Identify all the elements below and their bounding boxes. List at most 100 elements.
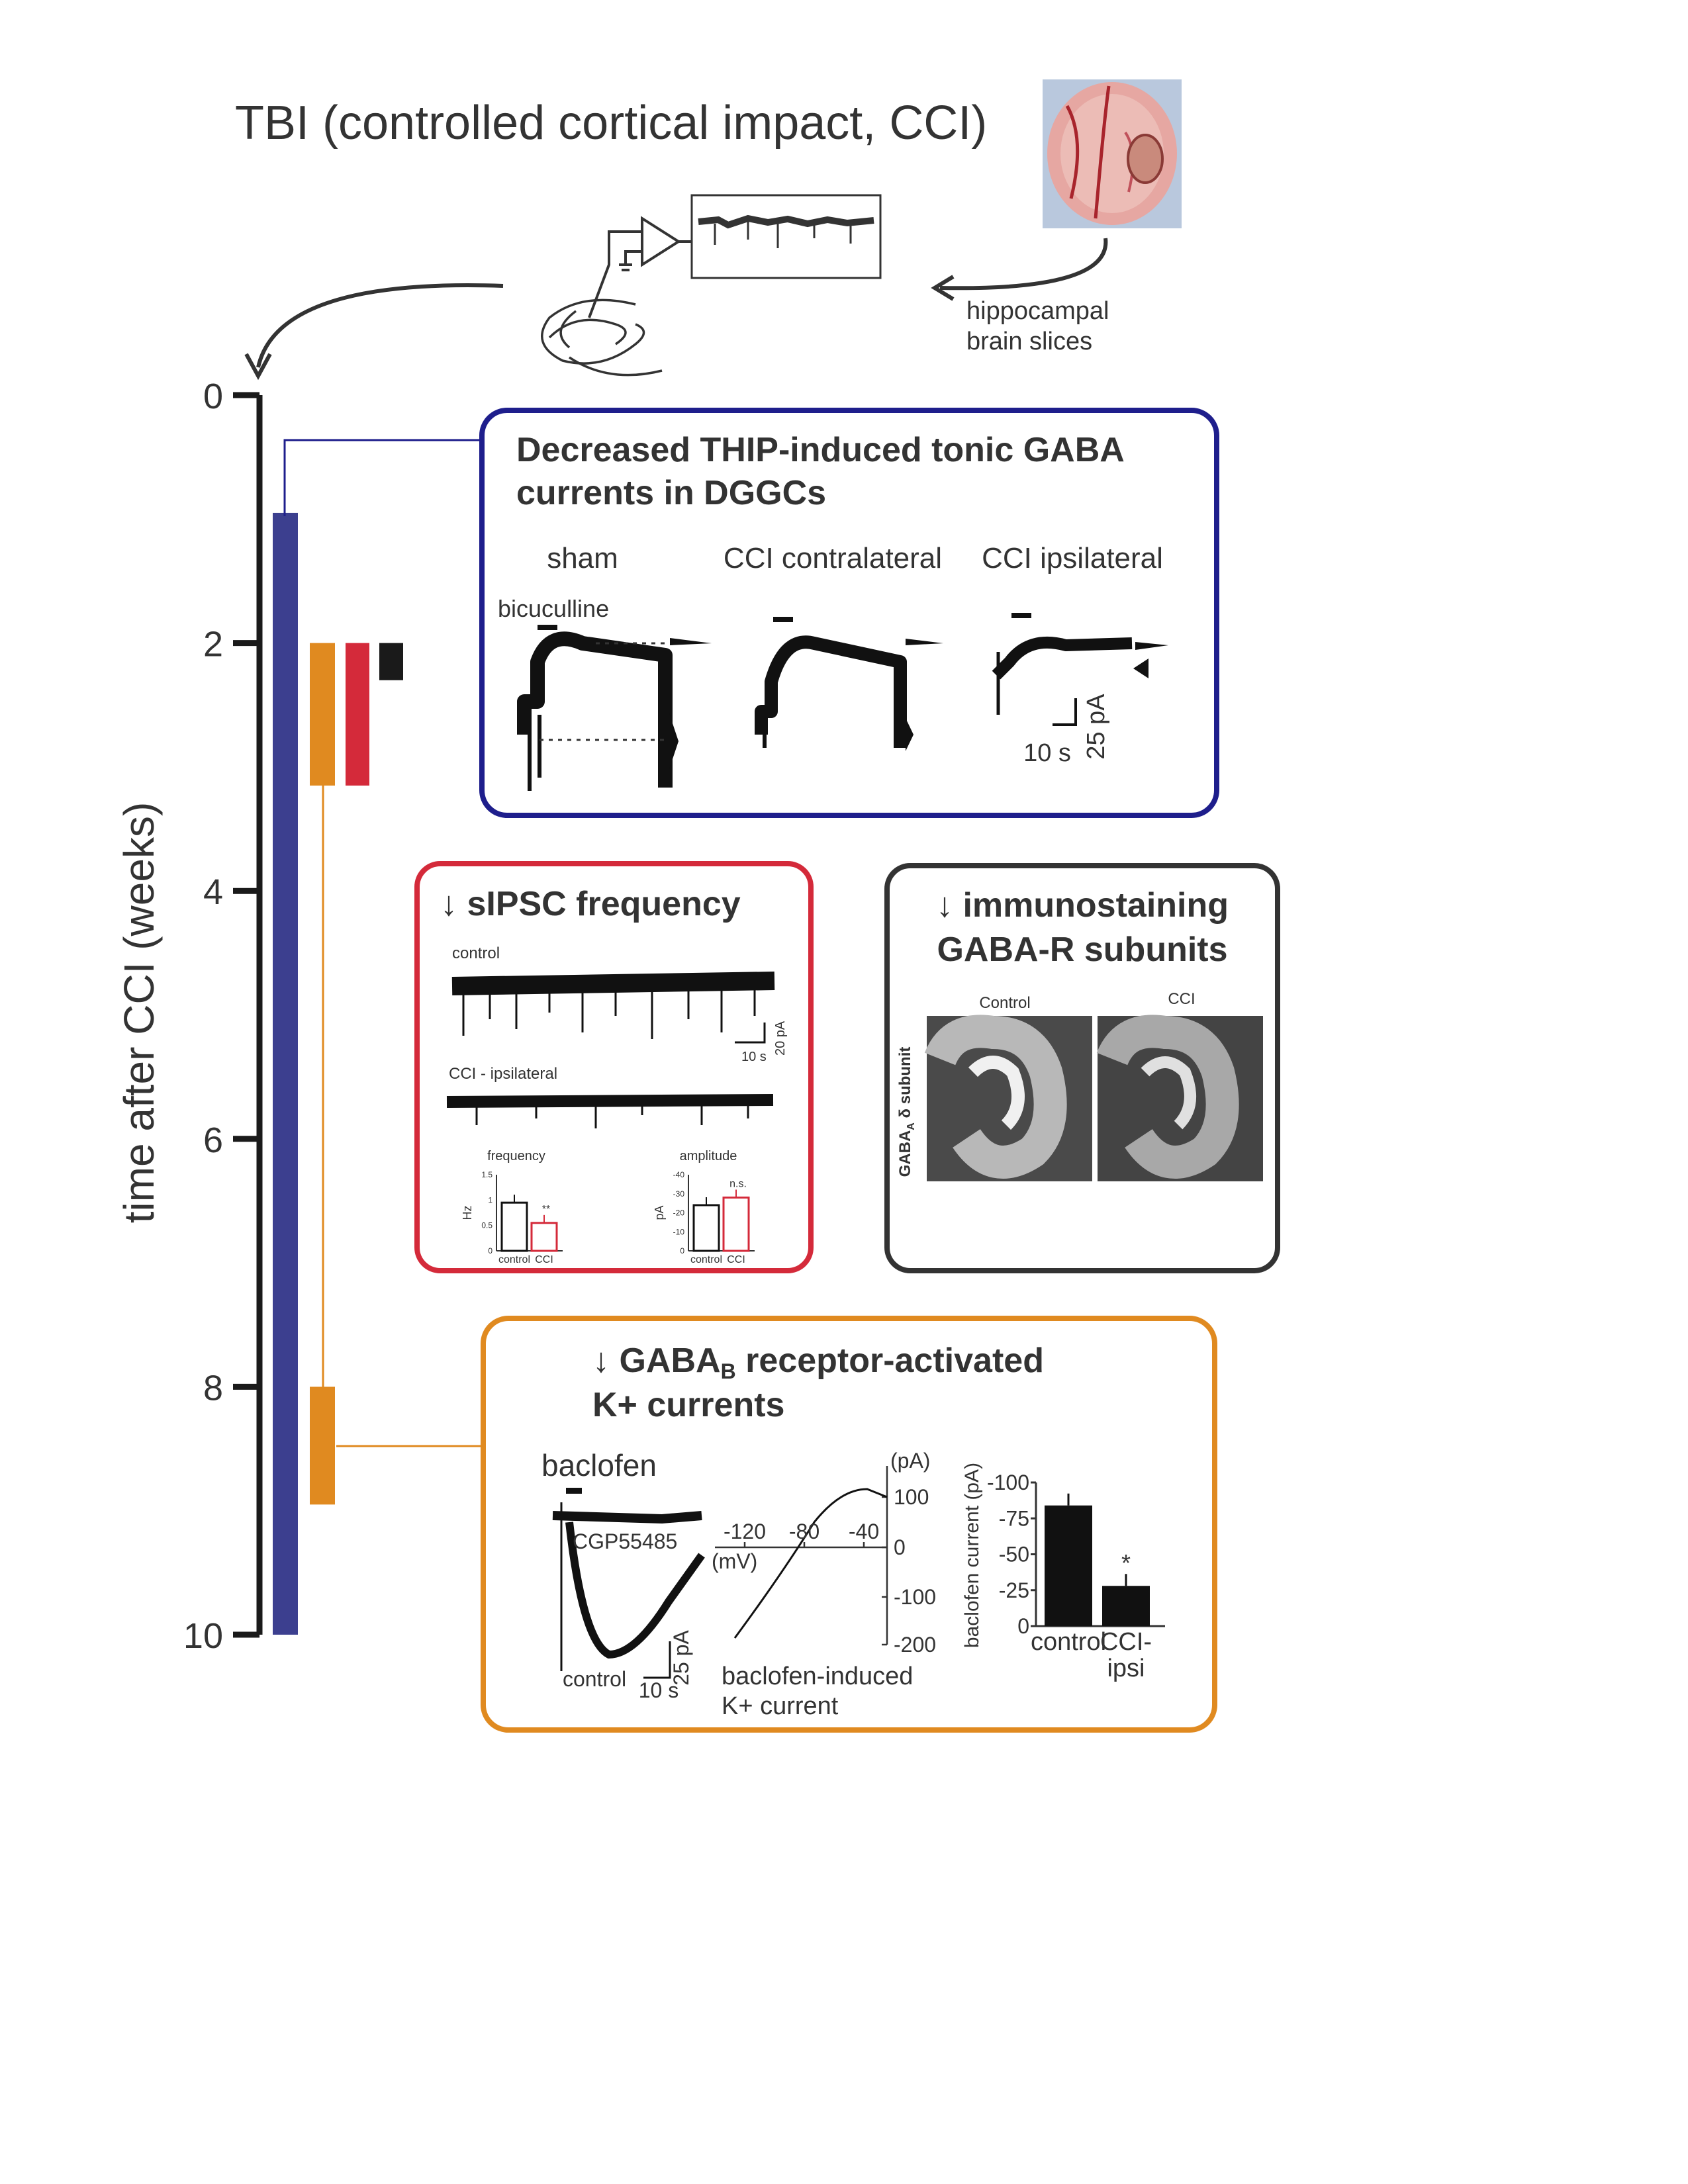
timeline-tick-label: 0	[203, 377, 223, 416]
iv-ytick-1: 0	[894, 1535, 906, 1559]
iv-ytick-3: -200	[894, 1633, 936, 1657]
gabab-trace-label-cgp: CGP55485	[573, 1529, 677, 1553]
thip-scale-current: 25 pA	[1082, 694, 1110, 760]
iv-ytick-0: 100	[894, 1485, 929, 1509]
brain-photo	[1043, 79, 1182, 228]
sipsc-chart-ytick: 1	[488, 1195, 492, 1205]
iv-xtick-1: -80	[789, 1520, 820, 1543]
immuno-label-control: Control	[979, 994, 1030, 1012]
gabab-bar-chart: baclofen current (pA) -100 -75 -50 -25 0cont…	[961, 1463, 1165, 1682]
immuno-image-control	[924, 1015, 1092, 1181]
gabab-bar-category: control	[1031, 1628, 1106, 1656]
timeline-arrow	[256, 283, 504, 368]
gabab-bar-ytick: -25	[999, 1578, 1029, 1602]
iv-caption-line1: baclofen-induced	[722, 1662, 913, 1690]
gabab-bar-category: ipsi	[1107, 1655, 1145, 1682]
sipsc-bar-control	[500, 1201, 528, 1252]
panel-gabab-border	[481, 1316, 1217, 1733]
drug-bar-ipsi	[1011, 613, 1031, 618]
label-cci-contralateral: CCI contralateral	[724, 542, 942, 574]
gabab-significance: *	[1121, 1549, 1131, 1576]
sipsc-bar-category: CCI	[727, 1254, 745, 1265]
gabab-bar-cci-ipsi	[1102, 1586, 1150, 1626]
drug-bar-sham	[538, 625, 557, 630]
timeline-tick-label: 10	[183, 1616, 223, 1656]
slice-arrow	[939, 238, 1108, 291]
timeline-bar-black	[379, 643, 403, 680]
gabab-bar-ytick: -100	[987, 1471, 1029, 1494]
iv-xunit: (mV)	[712, 1549, 757, 1573]
sipsc-scale-bar	[735, 1023, 766, 1044]
sipsc-chart-title: frequency	[487, 1149, 545, 1163]
sipsc-bar-control	[692, 1204, 720, 1252]
gabab-bar-category: CCI-	[1100, 1628, 1152, 1656]
sipsc-bar-category: CCI	[535, 1254, 553, 1265]
label-cci-ipsilateral: CCI ipsilateral	[982, 542, 1163, 574]
sipsc-scale-time: 10 s	[741, 1050, 767, 1064]
iv-plot: -120 -80 -40 (mV) (pA) 100 0 -100 -200 b…	[712, 1449, 936, 1720]
gabab-drug-bar	[566, 1488, 582, 1494]
timeline-tick-label: 4	[203, 872, 223, 912]
panel-thip-title-line2: currents in DGGCs	[516, 474, 826, 512]
sipsc-bar-CCI	[530, 1222, 558, 1252]
panel-sipsc-border	[414, 861, 814, 1273]
timeline-bar-red	[346, 643, 369, 786]
label-bicuculline: bicuculline	[498, 595, 609, 622]
sipsc-bar-category: control	[498, 1254, 530, 1265]
iv-caption-line2: K+ current	[722, 1692, 839, 1720]
drug-bar-contra	[773, 617, 793, 622]
trace-cci-contralateral	[755, 635, 943, 751]
gabab-drug-label: baclofen	[541, 1448, 657, 1482]
sipsc-chart-amplitude: amplitude -40 -30 -20 -10 0 pA control CCI n.s.	[653, 1149, 755, 1265]
gabab-bar-control	[1045, 1505, 1092, 1626]
gabab-scale-current: 25 pA	[669, 1630, 693, 1686]
sipsc-chart-title: amplitude	[680, 1149, 737, 1163]
trace-cci-ipsilateral	[992, 636, 1168, 715]
panel-gabab-title-line2: K+ currents	[592, 1386, 784, 1424]
gabab-bar-ytick: 0	[1017, 1614, 1029, 1638]
sipsc-chart-ylabel: Hz	[461, 1206, 474, 1220]
timeline-tick-label: 6	[203, 1120, 223, 1160]
sipsc-chart-ytick: -40	[673, 1170, 685, 1179]
panel-thip-title-line1: Decreased THIP-induced tonic GABA	[516, 431, 1125, 469]
gabab-trace-label-control: control	[563, 1667, 626, 1691]
timeline-bar-orange-early	[310, 643, 335, 786]
thip-scale-time: 10 s	[1023, 739, 1071, 767]
slice-label-line2: brain slices	[966, 328, 1092, 355]
panel-sipsc-title: ↓ sIPSC frequency	[440, 885, 741, 923]
panel-immuno: ↓ immunostaining GABA-R subunits Control…	[884, 863, 1280, 1273]
sipsc-chart-frequency: frequency 1.5 1 0.5 0 Hz control CCI **	[461, 1149, 563, 1265]
sipsc-significance: n.s.	[729, 1179, 747, 1190]
timeline-bar-blue	[273, 512, 298, 1635]
immuno-side-label: GABAA δ subunit	[896, 1047, 917, 1177]
panel-immuno-title-line1: ↓ immunostaining	[936, 886, 1229, 925]
gabab-scale-bar	[643, 1641, 671, 1679]
immuno-label-cci: CCI	[1168, 990, 1195, 1008]
immuno-image-cci	[1096, 1015, 1263, 1181]
sipsc-bar-CCI	[722, 1197, 750, 1252]
timeline-tick-label: 2	[203, 625, 223, 664]
iv-xtick-0: -120	[724, 1520, 766, 1543]
iv-yunit: (pA)	[890, 1449, 930, 1473]
sipsc-chart-ytick: -30	[673, 1189, 685, 1199]
sipsc-trace-label-control: control	[452, 944, 500, 962]
trace-sham	[517, 631, 712, 791]
gabab-bar-ylabel: baclofen current (pA)	[961, 1463, 983, 1648]
iv-curve	[733, 1488, 888, 1639]
connector-thip	[283, 439, 482, 516]
recording-setup-icon	[588, 194, 882, 318]
timeline-axis-label: time after CCI (weeks)	[115, 802, 163, 1224]
gabab-traces	[552, 1502, 705, 1671]
timeline-bar-orange-late	[310, 1387, 335, 1505]
panel-thip: Decreased THIP-induced tonic GABA curren…	[479, 408, 1219, 818]
sipsc-chart-ytick: 0.5	[481, 1221, 492, 1230]
panel-sipsc: ↓ sIPSC frequency control 10 s 20 pA CCI…	[414, 861, 814, 1273]
sipsc-chart-ytick: -10	[673, 1227, 685, 1236]
timeline-tick-label: 8	[203, 1368, 223, 1408]
figure-title: TBI (controlled cortical impact, CCI)	[235, 97, 987, 150]
sipsc-significance: **	[542, 1204, 550, 1215]
panel-gabab: ↓ GABAB receptor-activated K+ currents b…	[481, 1316, 1217, 1733]
panel-immuno-border	[884, 863, 1280, 1273]
gabab-scale-time: 10 s	[639, 1678, 679, 1702]
